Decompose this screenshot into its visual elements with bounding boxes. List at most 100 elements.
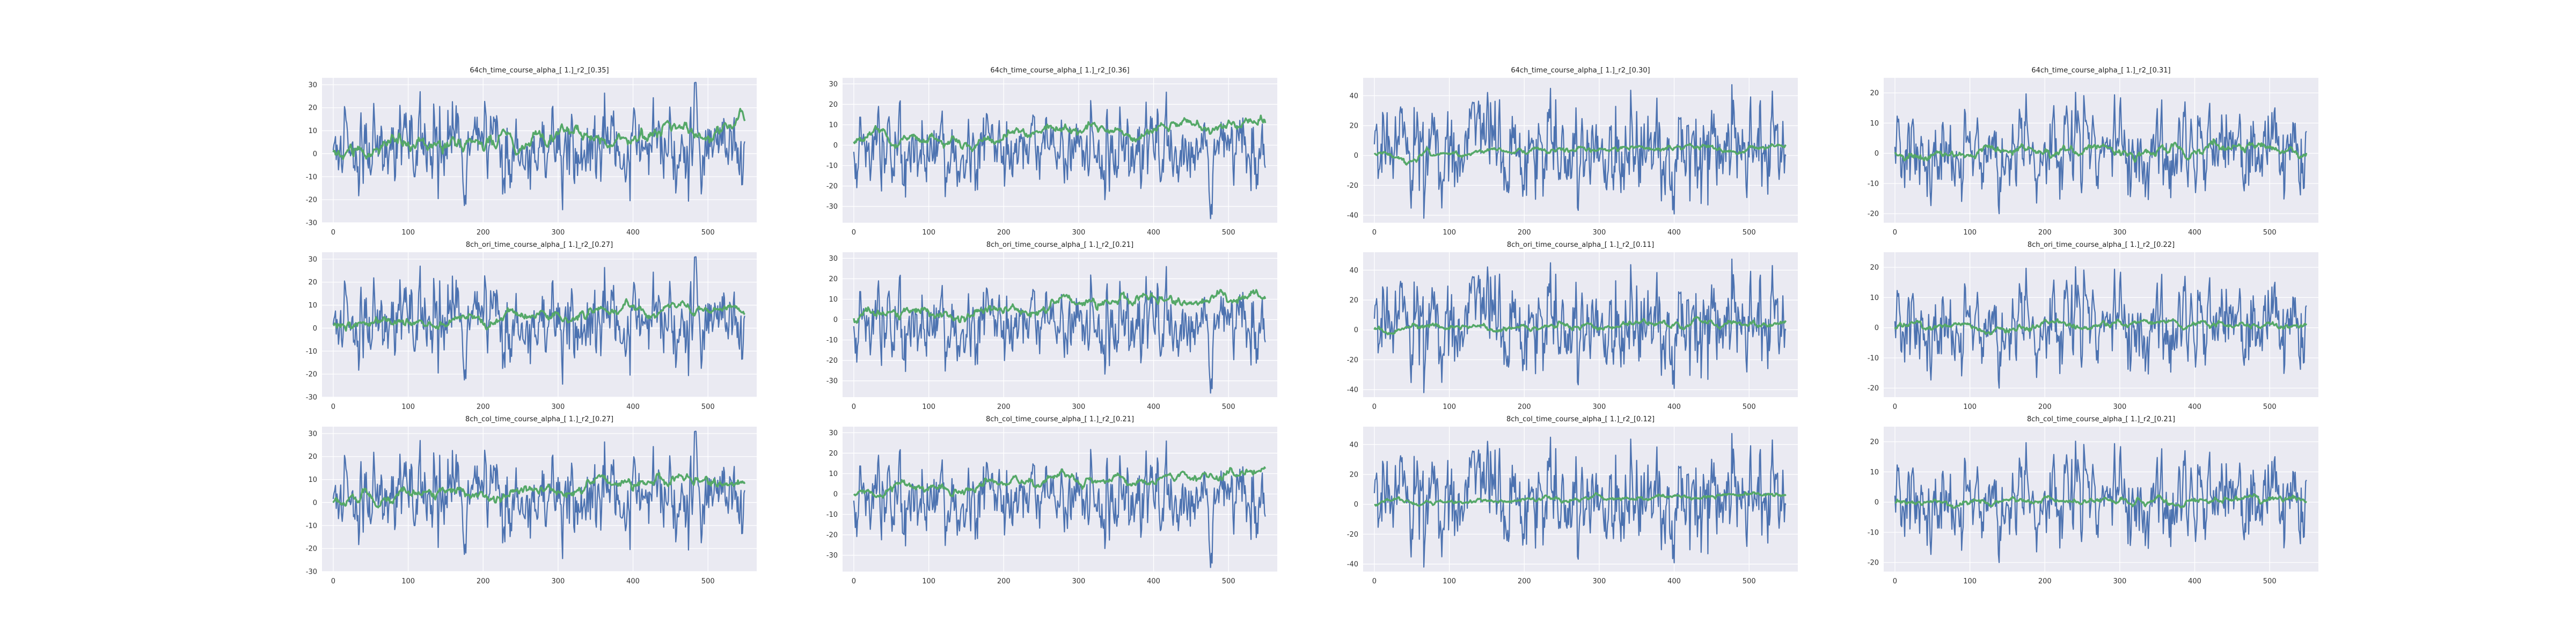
x-tick-label: 100 [922, 229, 935, 237]
y-tick-label: 0 [313, 325, 317, 333]
y-tick-label: -30 [826, 377, 838, 385]
x-tick-label: 500 [2263, 229, 2277, 237]
y-tick-label: 30 [829, 255, 838, 263]
y-tick-label: 10 [829, 121, 838, 129]
x-tick-label: 200 [477, 577, 490, 586]
series-line-blue [332, 430, 745, 559]
x-tick-label: 500 [701, 577, 715, 586]
subplot-4: 0 100 200 300 400 500 -20 -10 0 10 20 64ch_time_cou… [1868, 67, 2318, 237]
x-tick-label: 0 [331, 229, 335, 237]
x-tick-label: 200 [2038, 577, 2052, 586]
y-tick-label: 40 [1349, 92, 1358, 100]
y-tick-label: 20 [1349, 297, 1358, 305]
y-tick-label: 10 [308, 127, 317, 135]
x-tick-label: 0 [331, 403, 335, 411]
series-line-blue [1373, 84, 1787, 219]
y-tick-label: 20 [829, 275, 838, 283]
subplot-8: 0 100 200 300 400 500 -20 -10 0 10 20 8ch_ori_time_… [1868, 241, 2318, 411]
y-tick-label: -30 [826, 203, 838, 211]
y-tick-label: 10 [829, 296, 838, 304]
y-tick-label: 0 [833, 491, 838, 499]
y-tick-label: -10 [306, 348, 317, 356]
x-tick-label: 0 [1372, 229, 1377, 237]
subplot-title: 8ch_col_time_course_alpha_[ 1.]_r2_[0.12… [1506, 415, 1655, 423]
x-tick-label: 500 [1222, 403, 1235, 411]
y-tick-label: -40 [1347, 212, 1358, 220]
y-tick-label: -20 [1347, 182, 1358, 190]
x-tick-label: 300 [551, 403, 565, 411]
y-tick-label: -20 [1347, 531, 1358, 539]
subplot-title: 8ch_ori_time_course_alpha_[ 1.]_r2_[0.11… [1507, 241, 1654, 249]
x-tick-label: 200 [2038, 403, 2052, 411]
series-line-green [332, 472, 746, 509]
x-tick-label: 300 [1072, 403, 1085, 411]
x-tick-label: 500 [1743, 403, 1756, 411]
y-tick-label: 10 [829, 470, 838, 478]
series-line-green [332, 298, 745, 332]
y-tick-label: -10 [826, 511, 838, 519]
subplot-12: 0 100 200 300 400 500 -20 -10 0 10 20 8ch_col_time_… [1868, 415, 2318, 586]
series-line-blue [853, 266, 1266, 394]
x-tick-label: 100 [1963, 577, 1977, 586]
x-tick-label: 500 [701, 229, 715, 237]
subplot-title: 64ch_time_course_alpha_[ 1.]_r2_[0.30] [1511, 67, 1650, 75]
x-tick-label: 300 [1592, 229, 1606, 237]
x-tick-label: 0 [1372, 403, 1377, 411]
x-tick-label: 300 [2113, 229, 2126, 237]
y-tick-label: -10 [1868, 180, 1879, 188]
subplot-title: 8ch_ori_time_course_alpha_[ 1.]_r2_[0.21… [986, 241, 1133, 249]
x-tick-label: 400 [1147, 577, 1160, 586]
x-tick-label: 100 [401, 403, 415, 411]
x-tick-label: 200 [477, 229, 490, 237]
x-tick-label: 400 [1147, 229, 1160, 237]
x-tick-label: 100 [1443, 403, 1456, 411]
x-tick-label: 300 [1072, 229, 1085, 237]
x-tick-label: 400 [626, 229, 640, 237]
y-tick-label: -20 [1347, 356, 1358, 364]
x-tick-label: 0 [852, 577, 856, 586]
x-tick-label: 200 [1518, 577, 1531, 586]
x-tick-label: 500 [1743, 577, 1756, 586]
y-tick-label: -20 [826, 182, 838, 191]
subplot-title: 8ch_col_time_course_alpha_[ 1.]_r2_[0.21… [986, 415, 1134, 423]
y-tick-label: -30 [306, 219, 317, 228]
subplot-7: 0 100 200 300 400 500 -40 -20 0 20 40 8ch_ori_time_… [1347, 241, 1798, 411]
x-tick-label: 200 [997, 229, 1011, 237]
series-line-blue [1373, 433, 1787, 568]
x-tick-label: 300 [1592, 577, 1606, 586]
subplot-title: 8ch_ori_time_course_alpha_[ 1.]_r2_[0.22… [2028, 241, 2175, 249]
series-line-blue [1894, 92, 2307, 215]
series-line-green [853, 289, 1267, 324]
series-line-green [1894, 493, 2308, 509]
y-tick-label: -20 [1868, 385, 1879, 393]
subplot-title: 8ch_ori_time_course_alpha_[ 1.]_r2_[0.27… [466, 241, 613, 249]
x-tick-label: 400 [2188, 403, 2201, 411]
x-tick-label: 500 [701, 403, 715, 411]
y-tick-label: 10 [1870, 469, 1879, 477]
x-tick-label: 400 [1147, 403, 1160, 411]
y-tick-label: 20 [308, 453, 317, 461]
series-line-blue [332, 256, 745, 385]
y-tick-label: -10 [1868, 354, 1879, 362]
y-tick-label: 30 [829, 429, 838, 437]
y-tick-label: -20 [1868, 210, 1879, 218]
y-tick-label: -10 [826, 162, 838, 170]
x-tick-label: 200 [2038, 229, 2052, 237]
subplot-title: 64ch_time_course_alpha_[ 1.]_r2_[0.36] [990, 67, 1129, 75]
x-tick-label: 200 [997, 577, 1011, 586]
y-tick-label: -30 [826, 552, 838, 560]
y-tick-label: -10 [306, 522, 317, 530]
y-tick-label: -10 [1868, 529, 1879, 537]
y-tick-label: -20 [306, 545, 317, 553]
subplot-title: 8ch_col_time_course_alpha_[ 1.]_r2_[0.21… [2027, 415, 2175, 423]
x-tick-label: 500 [2263, 577, 2277, 586]
y-tick-label: 0 [1875, 150, 1879, 158]
y-tick-label: 30 [308, 255, 317, 264]
x-tick-label: 100 [1443, 577, 1456, 586]
y-tick-label: 10 [308, 302, 317, 310]
x-tick-label: 400 [2188, 229, 2201, 237]
y-tick-label: 0 [313, 499, 317, 507]
y-tick-label: -20 [826, 357, 838, 365]
y-tick-label: -40 [1347, 561, 1358, 569]
